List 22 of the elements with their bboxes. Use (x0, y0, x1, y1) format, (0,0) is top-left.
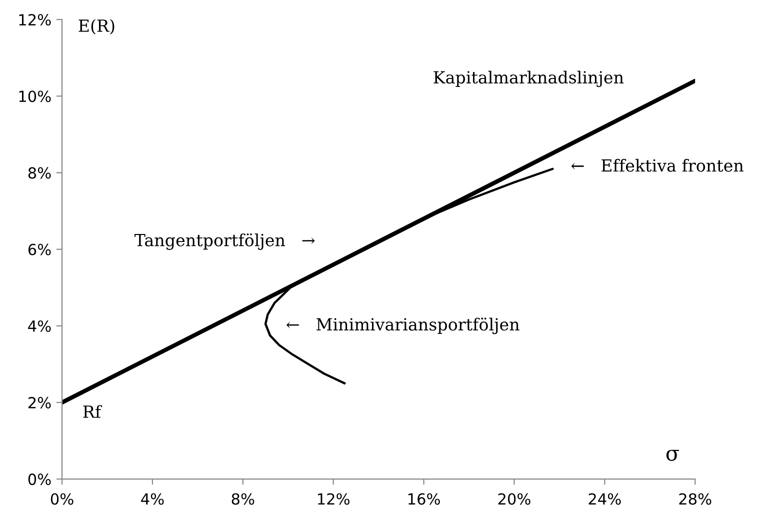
x-axis-title: σ (666, 450, 679, 461)
x-tick-label: 20% (498, 493, 530, 505)
annotation: ← Effektiva fronten (571, 158, 744, 172)
y-tick-label: 8% (28, 167, 51, 179)
x-tick-label: 4% (141, 493, 164, 505)
x-tick-label: 16% (408, 493, 440, 505)
y-axis-title: E(R) (78, 19, 114, 34)
y-tick-label: 12% (19, 14, 51, 26)
annotation: Tangentportföljen → (134, 233, 315, 250)
x-tick-label: 8% (232, 493, 254, 505)
x-tick-label: 28% (679, 493, 712, 505)
annotation: Rf (83, 405, 102, 418)
x-tick-label: 12% (318, 493, 350, 505)
y-tick-label: 6% (28, 244, 51, 256)
y-tick-label: 4% (28, 320, 51, 332)
y-tick-label: 0% (28, 474, 51, 486)
annotation: Kapitalmarknadslinjen (434, 70, 624, 88)
x-tick-label: 24% (588, 493, 621, 505)
x-tick-label: 0% (50, 493, 74, 505)
y-tick-label: 10% (19, 90, 51, 102)
y-tick-label: 2% (28, 396, 51, 408)
annotation: ← Minimivariansportföljen (286, 318, 520, 334)
